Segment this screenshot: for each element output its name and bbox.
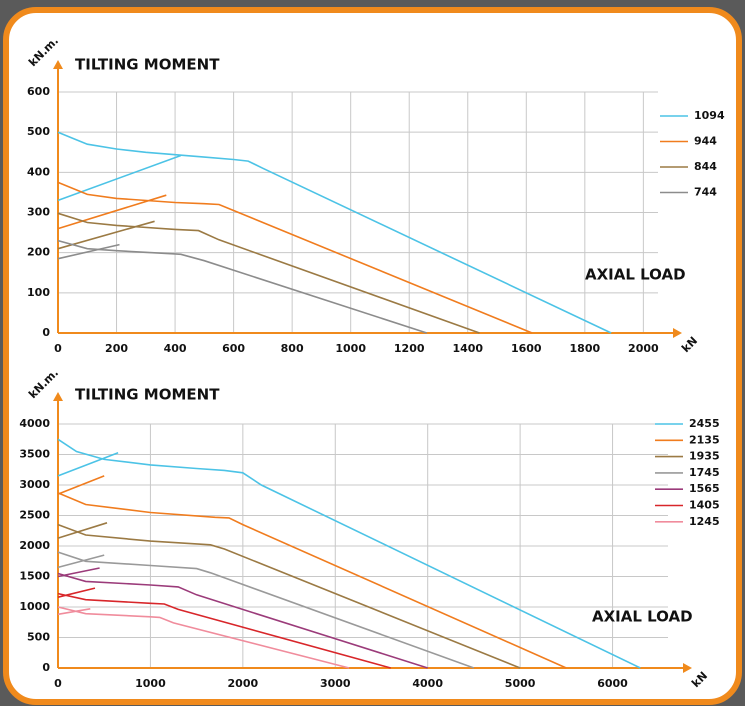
- series-line: [57, 181, 533, 334]
- legend-label: 844: [694, 160, 717, 173]
- legend-label: 744: [694, 186, 717, 199]
- legend-label: 1094: [694, 109, 725, 122]
- series-line: [57, 522, 521, 669]
- panel: [3, 7, 742, 705]
- x-axis-arrow: [673, 328, 682, 338]
- y-tick-label: 600: [27, 85, 50, 98]
- series-line: [57, 475, 567, 669]
- annotation: AXIAL LOAD: [585, 266, 686, 284]
- series-line: [57, 212, 480, 334]
- y-tick-label: 4000: [19, 417, 50, 430]
- y-tick-label: 500: [27, 125, 50, 138]
- x-tick-label: 2000: [628, 342, 659, 355]
- series-line: [57, 606, 350, 669]
- y-tick-label: 3000: [19, 478, 50, 491]
- legend-label: 1935: [689, 450, 720, 463]
- x-tick-label: 1000: [135, 677, 166, 690]
- y-axis-arrow: [53, 60, 63, 69]
- annotation: AXIAL LOAD: [592, 608, 693, 626]
- chart-title: TILTING MOMENT: [75, 386, 220, 404]
- y-tick-label: 100: [27, 286, 50, 299]
- legend-label: 1405: [689, 499, 720, 512]
- x-tick-label: 1800: [570, 342, 601, 355]
- y-tick-label: 1500: [19, 570, 50, 583]
- y-axis-arrow: [53, 392, 63, 401]
- x-tick-label: 1200: [394, 342, 425, 355]
- x-axis-arrow: [683, 663, 692, 673]
- legend-label: 2135: [689, 433, 720, 446]
- series-line: [57, 438, 641, 669]
- x-tick-label: 400: [164, 342, 187, 355]
- legend-label: 1565: [689, 482, 720, 495]
- y-tick-label: 400: [27, 165, 50, 178]
- x-tick-label: 0: [54, 677, 62, 690]
- series-line: [57, 587, 391, 669]
- x-tick-label: 200: [105, 342, 128, 355]
- x-tick-label: 5000: [505, 677, 536, 690]
- y-tick-label: 1000: [19, 600, 50, 613]
- x-tick-label: 2000: [228, 677, 259, 690]
- series-line: [57, 239, 428, 334]
- x-tick-label: 3000: [320, 677, 351, 690]
- legend-label: 1245: [689, 515, 720, 528]
- x-tick-label: 800: [281, 342, 304, 355]
- y-tick-label: 500: [27, 631, 50, 644]
- series-line: [57, 131, 612, 334]
- y-tick-label: 2500: [19, 509, 50, 522]
- x-tick-label: 1400: [452, 342, 483, 355]
- x-tick-label: 0: [54, 342, 62, 355]
- x-tick-label: 6000: [597, 677, 628, 690]
- x-tick-label: 4000: [412, 677, 443, 690]
- y-tick-label: 2000: [19, 539, 50, 552]
- y-tick-label: 0: [42, 326, 50, 339]
- y-tick-label: 3500: [19, 448, 50, 461]
- legend-label: 1745: [689, 466, 720, 479]
- x-tick-label: 600: [222, 342, 245, 355]
- legend-label: 2455: [689, 417, 720, 430]
- legend-label: 944: [694, 135, 717, 148]
- x-tick-label: 1000: [335, 342, 366, 355]
- x-tick-label: 1600: [511, 342, 542, 355]
- chart-title: TILTING MOMENT: [75, 56, 220, 74]
- series-line: [57, 551, 475, 669]
- y-tick-label: 200: [27, 246, 50, 259]
- y-tick-label: 300: [27, 206, 50, 219]
- y-tick-label: 0: [42, 661, 50, 674]
- series-line: [57, 567, 428, 669]
